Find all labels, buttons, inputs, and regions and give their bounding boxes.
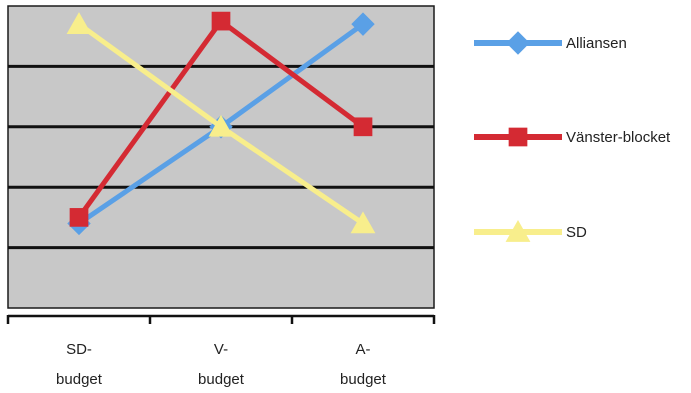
legend-label-0: Alliansen	[566, 35, 627, 52]
x-tick-label-2-0: A-	[356, 341, 371, 358]
axes	[6, 314, 436, 324]
series-1-point-1	[211, 11, 231, 31]
plot-background	[7, 5, 435, 309]
series-2-point-1	[208, 114, 234, 137]
x-tick-label-2-1: budget	[340, 371, 387, 388]
x-tick-label-1-0: V-	[214, 341, 228, 358]
series-2-point-2	[350, 211, 376, 234]
x-tick-labels: SD-budget V-budget A-budget	[56, 341, 387, 388]
legend-marker-0	[506, 31, 530, 55]
plot-area	[7, 5, 435, 309]
legend-item-0: Alliansen	[474, 31, 627, 55]
x-tick-label-1-1: budget	[198, 371, 245, 388]
legend-marker-2	[505, 219, 531, 242]
legend-item-1: Vänster-blocket	[474, 127, 671, 147]
legend-label-2: SD	[566, 224, 587, 241]
legend: Alliansen Vänster-blocket SD	[474, 31, 671, 242]
series-layer	[66, 11, 376, 236]
series-2	[66, 12, 376, 234]
series-2-point-0	[66, 12, 92, 34]
series-1-point-2	[353, 117, 373, 137]
legend-marker-1	[508, 127, 528, 147]
legend-item-2: SD	[474, 219, 587, 242]
x-tick-label-0-0: SD-	[66, 341, 92, 358]
series-0-point-2	[351, 12, 375, 36]
series-1	[69, 11, 373, 227]
legend-label-1: Vänster-blocket	[566, 129, 671, 146]
x-tick-label-0-1: budget	[56, 371, 103, 388]
series-1-point-0	[69, 208, 89, 227]
